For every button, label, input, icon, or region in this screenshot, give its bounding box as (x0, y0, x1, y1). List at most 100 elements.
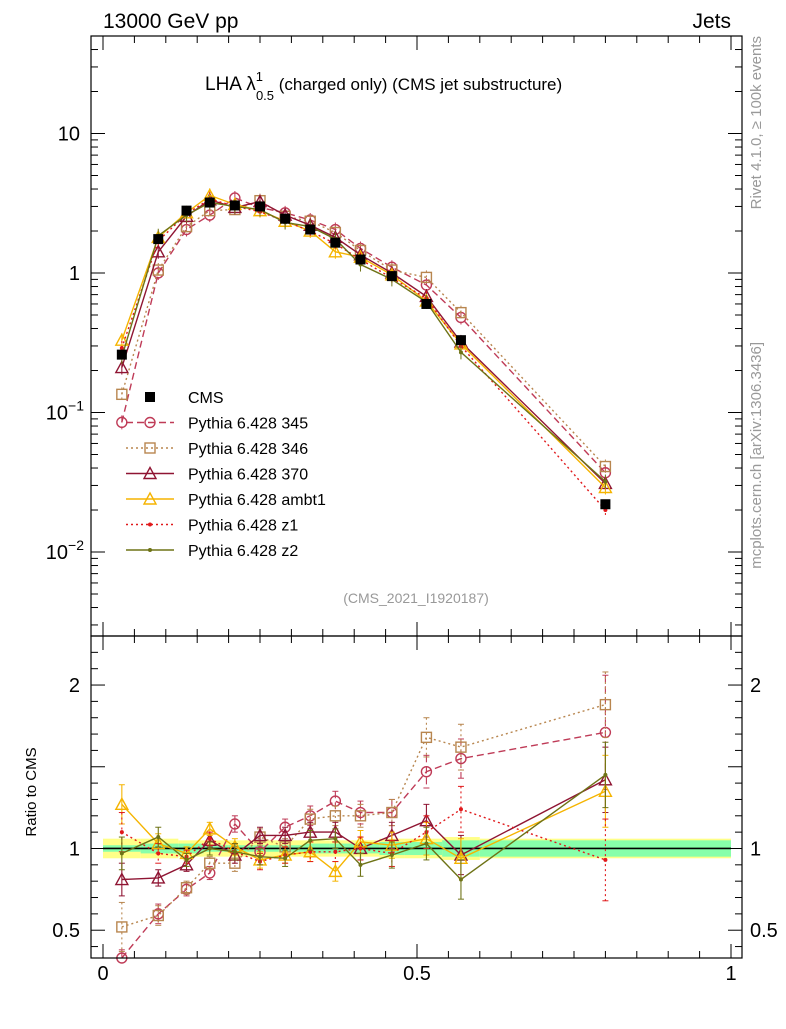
series-1-ratio-point (229, 818, 241, 830)
series-6-ratio-point (156, 835, 161, 840)
legend-marker (142, 491, 158, 505)
main-ytick-label: 1 (69, 263, 80, 285)
series-4-main-point (328, 244, 343, 258)
series-2-ratio-point (599, 698, 612, 711)
series-3-ratio-point (179, 857, 194, 871)
ratio-ylabel: Ratio to CMS (23, 747, 40, 836)
series-6-ratio-point (232, 849, 237, 854)
series-3-ratio-line (121, 779, 606, 881)
series-4-main-point (598, 480, 613, 494)
series-3-main-point (114, 360, 130, 374)
legend-label: Pythia 6.428 346 (188, 441, 308, 458)
legend-marker (148, 548, 152, 552)
ratio-ytick-label-left: 1 (69, 838, 80, 860)
title-rest: (charged only) (CMS jet substructure) (274, 75, 562, 94)
xtick-label: 0 (97, 963, 108, 985)
cms-data-point (280, 213, 291, 224)
series-3-ratio-point (151, 870, 166, 884)
series-6-main-point (458, 350, 463, 355)
title-sup: 1 (256, 69, 263, 84)
legend-label: Pythia 6.428 ambt1 (188, 492, 326, 509)
series-6-ratio-point (308, 838, 313, 843)
legend-marker (144, 416, 156, 429)
cms-data-point (153, 234, 164, 245)
series-2-ratio-point (354, 810, 367, 822)
mcplots-label: mcplots.cern.ch [arXiv:1306.3436] (748, 342, 765, 569)
cms-data-point (305, 224, 316, 235)
title-sub: 0.5 (256, 88, 274, 103)
legend-label: CMS (188, 390, 224, 407)
cms-data-point (421, 298, 432, 309)
legend-label: Pythia 6.428 345 (188, 416, 308, 433)
series-6-ratio-point (184, 857, 189, 862)
series-6-ratio-line (121, 774, 606, 881)
series-5-main-point (119, 346, 124, 351)
legend-marker (145, 392, 155, 402)
series-2-ratio-point (455, 741, 467, 753)
series-3-ratio-point (114, 872, 130, 886)
cms-data-point (116, 349, 127, 360)
legend-label: Pythia 6.428 z2 (188, 543, 298, 560)
series-6-ratio-point (603, 772, 608, 777)
series-4-ratio-line (121, 790, 606, 873)
cms-data-point (181, 205, 192, 216)
cms-data-point (355, 254, 366, 265)
ratio-ytick-label-left: 2 (69, 675, 80, 697)
series-2-main-line (121, 199, 606, 467)
series-5-ratio-point (603, 857, 608, 862)
xtick-label: 0.5 (403, 963, 431, 985)
series-2-ratio-point (204, 857, 216, 869)
series-5-ratio-point (333, 849, 338, 854)
series-3-main-point (151, 244, 166, 258)
cms-data-point (455, 335, 466, 346)
header-right: Jets (692, 10, 731, 33)
header-left: 13000 GeV pp (103, 10, 238, 33)
series-1-ratio-point (455, 752, 467, 765)
series-6-ratio-point (207, 846, 212, 851)
legend-label: Pythia 6.428 370 (188, 467, 308, 484)
legend-marker (148, 522, 152, 527)
ratio-ytick-label-left: 0.5 (52, 920, 80, 942)
main-ytick-label: 10−1 (46, 398, 84, 425)
ratio-ytick-label-right: 2 (750, 675, 761, 697)
series-5-ratio-point (119, 830, 124, 835)
cms-data-point (204, 197, 215, 208)
ratio-panel-frame (90, 635, 743, 959)
series-2-ratio-point (329, 810, 342, 822)
series-5-ratio-point (458, 807, 463, 812)
ratio-ytick-label-right: 1 (750, 838, 761, 860)
series-2-main-point (599, 460, 612, 473)
series-2-main-point (116, 388, 128, 401)
main-ytick-label: 10 (58, 124, 80, 146)
legend-marker (142, 466, 158, 480)
ratio-ytick-label-right: 0.5 (750, 920, 778, 942)
series-6-ratio-point (424, 841, 429, 846)
analysis-label: (CMS_2021_I1920187) (343, 590, 489, 606)
xtick-label: 1 (725, 963, 736, 985)
series-4-main-point (114, 332, 130, 346)
series-6-ratio-point (283, 856, 288, 861)
series-4-ratio-point (303, 844, 318, 858)
series-2-ratio-point (180, 882, 193, 894)
series-6-ratio-point (358, 862, 363, 867)
series-1-ratio-point (420, 765, 433, 778)
main-ytick-label: 10−2 (46, 537, 84, 564)
series-4-ratio-point (328, 863, 343, 878)
cms-data-point (229, 200, 240, 211)
series-2-ratio-point (116, 921, 128, 933)
series-6-ratio-point (458, 877, 463, 882)
series-5-ratio-point (308, 849, 313, 854)
series-6-ratio-point (389, 853, 394, 858)
cms-data-point (386, 271, 397, 282)
cms-data-point (330, 237, 341, 248)
series-6-ratio-point (333, 836, 338, 841)
series-4-ratio-point (114, 796, 130, 811)
series-3-ratio-point (252, 827, 268, 842)
series-5-ratio-line (121, 808, 606, 863)
series-6-ratio-point (119, 851, 124, 856)
series-2-ratio-point (386, 806, 398, 819)
series-2-main-point (420, 271, 433, 284)
plot-title: LHA λ1 0.5 (charged only) (CMS jet substr… (205, 69, 562, 103)
